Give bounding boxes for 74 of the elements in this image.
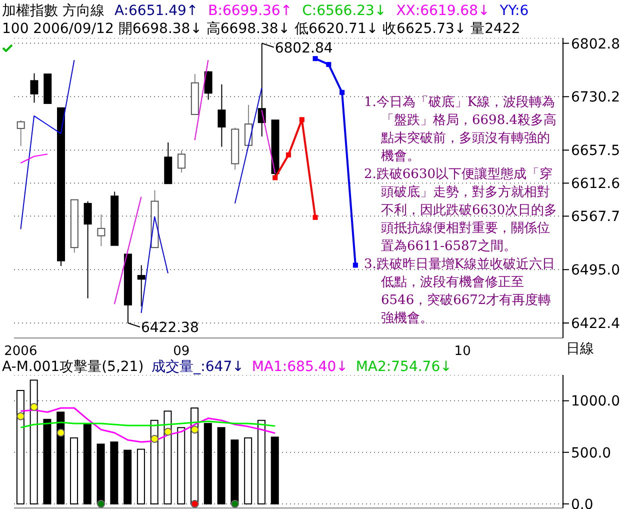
text: A:6651.49↑ [114, 3, 198, 19]
y-tick-label: 500.0 [571, 445, 612, 462]
point [190, 500, 199, 508]
point [30, 402, 38, 411]
bar [257, 420, 266, 504]
y-tick-label: 6612.6 [571, 176, 620, 192]
bar [177, 427, 186, 504]
point [164, 428, 172, 436]
bar [124, 450, 132, 504]
bar [164, 410, 172, 504]
x-tick-label: 09 [173, 344, 190, 359]
annotation: 3.跌破昨日量增K線並收破近六日低點，波段有機會修正至6546，突破6672才有再度轉強機會。 [364, 256, 556, 328]
bar [83, 422, 92, 504]
y-tick-label: 6422.4 [571, 316, 620, 332]
text: YY:6 [500, 3, 529, 19]
bar [136, 448, 145, 504]
bar [43, 418, 52, 504]
point [190, 426, 199, 434]
x-tick-label: 10 [454, 344, 471, 359]
candlestick [16, 120, 25, 147]
text: C:6566.23↓ [302, 3, 386, 19]
candlestick [30, 72, 38, 104]
annotation: 1.今日為「破底」K線，波段轉為「盤跌」格局，6698.4殺多高點未突破前，多頭沒有轉強的機會。 [364, 94, 558, 166]
y-tick-label: 6495.0 [571, 262, 620, 279]
point [286, 152, 291, 158]
point [326, 62, 332, 67]
x-tick-label: 2006 [4, 344, 38, 359]
bar [96, 444, 105, 504]
y-tick-label: 6567.7 [571, 209, 620, 226]
point [272, 175, 278, 180]
annotation: 成交量_:647↓ [152, 359, 244, 375]
text: 100 2006/09/12 開6698.38↓ 高6698.38↓ 低6620.71↓ 收6625.73↓ 量2422 [2, 20, 520, 38]
y-tick-label: 1000.0 [571, 394, 620, 410]
annotation: MA1:685.40↓ [252, 359, 348, 375]
line-series [20, 420, 276, 428]
point [299, 117, 304, 122]
point [56, 428, 65, 437]
candlestick [218, 84, 226, 148]
bar [204, 422, 212, 504]
point [352, 262, 358, 268]
bar [16, 390, 24, 504]
candlestick [97, 214, 106, 247]
y-tick-label: 6802.8 [571, 36, 620, 52]
point [312, 56, 318, 62]
candlestick [244, 104, 252, 146]
point [312, 214, 318, 220]
annotation: MA2:754.76↓ [356, 359, 452, 375]
bar [244, 437, 252, 504]
candlestick [137, 264, 146, 307]
bar [70, 437, 78, 504]
candlestick [204, 70, 212, 100]
point [150, 434, 159, 443]
candlestick [84, 200, 92, 299]
bar [270, 436, 279, 504]
annotation: 6422.38 [140, 320, 199, 336]
candlestick [178, 150, 186, 174]
text: XX:6619.68↓ [396, 3, 490, 19]
y-tick-label: 6730.2 [571, 90, 620, 106]
y-tick-label: 0.0 [571, 496, 594, 509]
chart-title: A-M.001攻擊量(5,21) [2, 359, 144, 375]
point [97, 500, 106, 508]
point [230, 500, 239, 508]
bar [217, 427, 226, 504]
bar [230, 439, 239, 504]
bar [110, 442, 118, 504]
chart-title: 加權指數 方向線 [2, 3, 104, 19]
text: 日線 [566, 340, 594, 358]
annotation: 6802.84 [274, 40, 333, 56]
y-tick-label: 6657.5 [571, 143, 620, 160]
bar [30, 380, 38, 504]
text: B:6699.36↑ [208, 3, 292, 19]
annotation: 2.跌破6630以下便讓型態成「穿頭破底」走勢，對多方就相對不利，因此跌破6630次日的多頭抵抗線便相對重要，關係位置為6611-6587之間。 [364, 166, 558, 256]
point [340, 90, 345, 95]
point [16, 412, 25, 420]
